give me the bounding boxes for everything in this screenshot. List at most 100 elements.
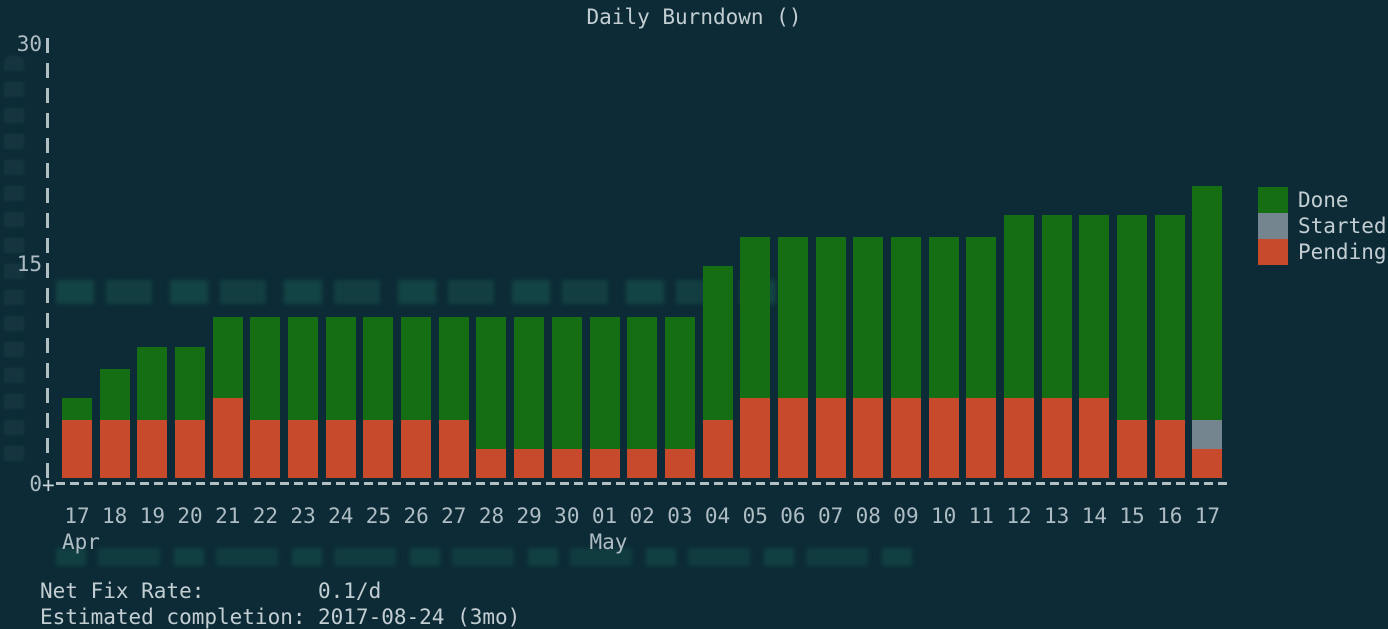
bar-segment-pending [815, 397, 846, 478]
bar [589, 317, 620, 478]
bar-segment-pending [1117, 419, 1148, 478]
bar-segment-pending [1041, 397, 1072, 478]
bar-segment-pending [740, 397, 771, 478]
bar [363, 317, 394, 478]
bar [514, 317, 545, 478]
x-tick-label: 15 [1119, 504, 1145, 528]
x-tick-label: 17 [1194, 504, 1221, 528]
bar-segment-pending [664, 448, 695, 478]
x-tick-label: 16 [1157, 504, 1183, 528]
bar [250, 317, 281, 478]
bar-segment-pending [476, 448, 507, 478]
bar-segment-done [288, 317, 319, 420]
bar-segment-done [99, 368, 130, 420]
estimated-completion-value: 2017-08-24 (3mo) [318, 605, 521, 629]
bar-segment-done [966, 237, 997, 398]
bar [476, 317, 507, 478]
axis-origin-marker: + [42, 473, 55, 497]
y-tick-label: 0 [29, 472, 42, 496]
bar-segment-pending [62, 419, 92, 478]
month-label: May [589, 530, 628, 554]
bar-segment-pending [1154, 419, 1185, 478]
bar-segment-done [363, 317, 394, 420]
x-tick-label: 20 [177, 504, 203, 528]
legend-swatch-done [1258, 187, 1288, 213]
net-fix-rate-label: Net Fix Rate: [40, 579, 205, 603]
bar [401, 317, 432, 478]
legend: Done Started Pending [1258, 187, 1388, 267]
x-tick-label: 24 [328, 504, 354, 528]
bar-segment-done [212, 317, 243, 398]
x-tick-label: 11 [968, 504, 994, 528]
bar [627, 317, 658, 478]
legend-label-pending: Pending [1298, 240, 1387, 264]
bar-segment-pending [928, 397, 959, 478]
x-tick-label: 18 [102, 504, 128, 528]
bar-segment-done [928, 237, 959, 398]
x-tick-label: 19 [139, 504, 165, 528]
bar [702, 266, 733, 478]
bar [1079, 215, 1110, 478]
bar-segment-started [1192, 419, 1223, 449]
bar [137, 346, 168, 478]
bar-segment-pending [325, 419, 356, 478]
x-tick-label: 22 [252, 504, 279, 528]
bar [1154, 215, 1185, 478]
net-fix-rate-value: 0.1/d [318, 579, 382, 603]
bar-segment-pending [551, 448, 582, 478]
month-label: Apr [62, 530, 100, 554]
x-tick-label: 14 [1081, 504, 1107, 528]
x-tick-label: 01 [591, 504, 618, 528]
x-tick-label: 08 [855, 504, 881, 528]
bar-segment-pending [212, 397, 243, 478]
bar-segment-pending [175, 419, 206, 478]
bar-segment-pending [99, 419, 130, 478]
bar [890, 237, 921, 478]
x-tick-label: 29 [516, 504, 542, 528]
bar-segment-pending [401, 419, 432, 478]
bar-segment-done [250, 317, 281, 420]
bar [853, 237, 884, 478]
bar-segment-pending [288, 419, 319, 478]
bar-segment-pending [777, 397, 808, 478]
bar-segment-done [438, 317, 469, 420]
x-tick-label: 28 [478, 504, 505, 528]
bar [175, 346, 206, 478]
x-axis-line [56, 482, 1232, 485]
bar-segment-pending [1079, 397, 1110, 478]
x-tick-label: 06 [780, 504, 806, 528]
bar-segment-done [551, 317, 582, 449]
legend-swatch-started [1258, 213, 1288, 239]
bar-segment-pending [514, 448, 545, 478]
bar-segment-done [740, 237, 771, 398]
x-tick-label: 21 [215, 504, 241, 528]
bar-segment-done [627, 317, 658, 449]
legend-swatch-pending [1258, 239, 1288, 265]
bar-segment-done [702, 266, 733, 420]
bar [438, 317, 469, 478]
bar-segment-done [1117, 215, 1148, 420]
bar-segment-done [1154, 215, 1185, 420]
bar [212, 317, 243, 478]
x-tick-label: 13 [1044, 504, 1070, 528]
bar [740, 237, 771, 478]
bar-segment-done [62, 397, 92, 420]
x-tick-label: 07 [817, 504, 844, 528]
x-tick-label: 23 [290, 504, 316, 528]
bar-segment-pending [966, 397, 997, 478]
net-fix-rate-row: Net Fix Rate: 0.1/d [40, 578, 840, 604]
y-tick-label: 30 [16, 31, 42, 56]
bar-segment-pending [137, 419, 168, 478]
x-tick-label: 25 [365, 504, 392, 528]
bar-segment-done [175, 346, 206, 420]
estimated-completion-row: Estimated completion: 2017-08-24 (3mo) [40, 604, 840, 629]
bar [966, 237, 997, 478]
estimated-completion-label: Estimated completion: [40, 605, 306, 629]
x-tick-label: 05 [742, 504, 768, 528]
bar-segment-done [137, 346, 168, 420]
y-axis-line [46, 38, 49, 480]
bar [1041, 215, 1072, 478]
bar-segment-done [1041, 215, 1072, 398]
